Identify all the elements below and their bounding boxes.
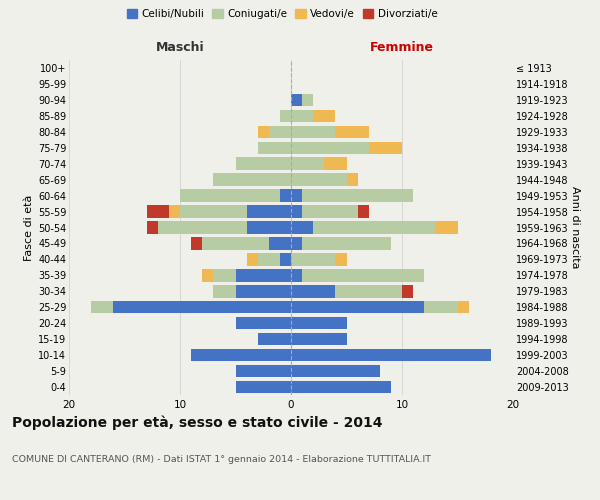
Bar [247, 253, 258, 266]
Bar [158, 222, 247, 234]
Bar [458, 301, 469, 314]
Bar [291, 94, 302, 106]
Text: COMUNE DI CANTERANO (RM) - Dati ISTAT 1° gennaio 2014 - Elaborazione TUTTITALIA.: COMUNE DI CANTERANO (RM) - Dati ISTAT 1°… [12, 455, 431, 464]
Legend: Celibi/Nubili, Coniugati/e, Vedovi/e, Divorziati/e: Celibi/Nubili, Coniugati/e, Vedovi/e, Di… [122, 5, 442, 24]
Bar [202, 237, 269, 250]
Bar [258, 253, 280, 266]
Bar [291, 285, 335, 298]
Bar [291, 158, 325, 170]
Bar [214, 174, 291, 186]
Bar [280, 190, 291, 202]
Bar [191, 349, 291, 362]
Bar [424, 301, 458, 314]
Text: Maschi: Maschi [155, 40, 205, 54]
Bar [269, 126, 291, 138]
Bar [302, 269, 424, 281]
Bar [291, 126, 335, 138]
Bar [235, 365, 291, 378]
Bar [302, 237, 391, 250]
Bar [358, 206, 369, 218]
Bar [91, 301, 113, 314]
Bar [214, 269, 235, 281]
Bar [369, 142, 402, 154]
Bar [258, 333, 291, 345]
Bar [291, 365, 380, 378]
Bar [302, 94, 313, 106]
Bar [291, 190, 302, 202]
Bar [258, 126, 269, 138]
Bar [335, 285, 402, 298]
Bar [335, 253, 347, 266]
Bar [235, 158, 291, 170]
Bar [280, 253, 291, 266]
Bar [235, 381, 291, 393]
Bar [180, 206, 247, 218]
Text: Popolazione per età, sesso e stato civile - 2014: Popolazione per età, sesso e stato civil… [12, 415, 383, 430]
Bar [291, 222, 313, 234]
Bar [191, 237, 202, 250]
Bar [402, 285, 413, 298]
Bar [325, 158, 347, 170]
Bar [291, 269, 302, 281]
Bar [291, 110, 313, 122]
Bar [291, 174, 347, 186]
Bar [258, 142, 291, 154]
Bar [291, 349, 491, 362]
Bar [291, 301, 424, 314]
Bar [146, 222, 158, 234]
Bar [247, 222, 291, 234]
Bar [313, 222, 436, 234]
Bar [202, 269, 214, 281]
Bar [436, 222, 458, 234]
Bar [335, 126, 368, 138]
Bar [146, 206, 169, 218]
Bar [269, 237, 291, 250]
Bar [291, 253, 335, 266]
Bar [169, 206, 180, 218]
Bar [214, 285, 235, 298]
Bar [291, 333, 347, 345]
Y-axis label: Anni di nascita: Anni di nascita [569, 186, 580, 269]
Bar [291, 317, 347, 330]
Bar [291, 381, 391, 393]
Bar [235, 285, 291, 298]
Bar [291, 206, 302, 218]
Text: Femmine: Femmine [370, 40, 434, 54]
Bar [247, 206, 291, 218]
Bar [302, 190, 413, 202]
Bar [235, 317, 291, 330]
Bar [280, 110, 291, 122]
Y-axis label: Fasce di età: Fasce di età [23, 194, 34, 260]
Bar [291, 237, 302, 250]
Bar [302, 206, 358, 218]
Bar [180, 190, 280, 202]
Bar [313, 110, 335, 122]
Bar [113, 301, 291, 314]
Bar [235, 269, 291, 281]
Bar [291, 142, 369, 154]
Bar [347, 174, 358, 186]
